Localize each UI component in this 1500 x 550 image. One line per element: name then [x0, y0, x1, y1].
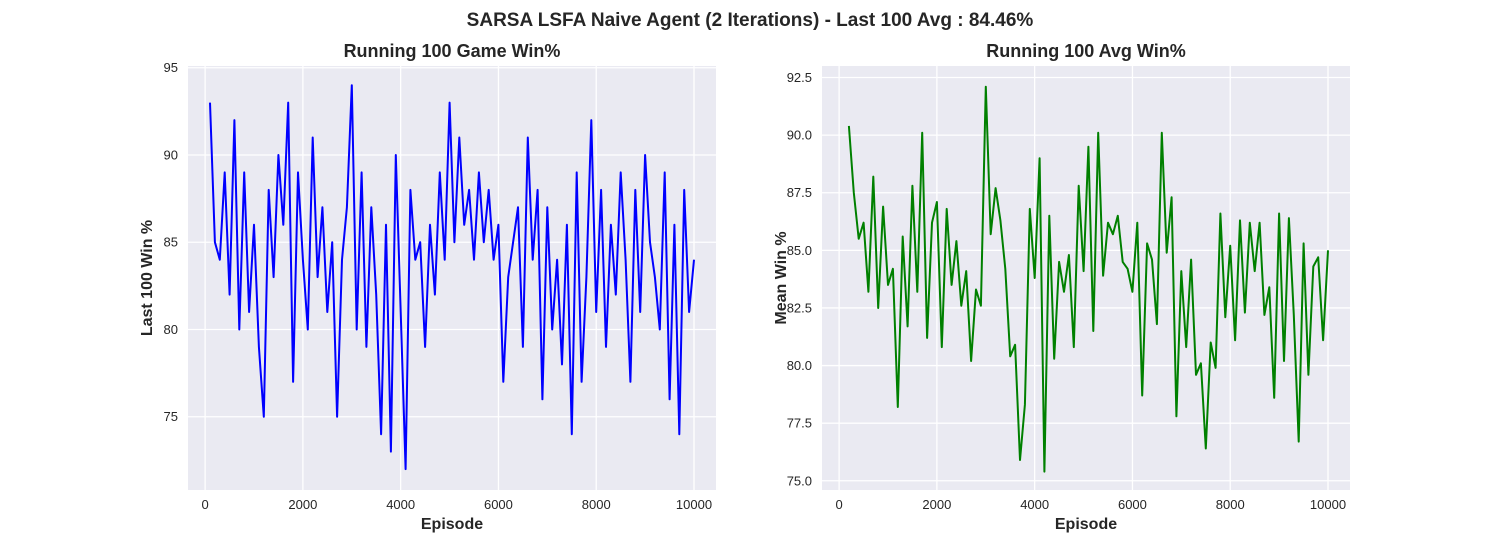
tick-labels: 75 80 85 90 95 0 2000 4000 6000 8000 10000: [164, 60, 713, 512]
y-tick-label: 75: [164, 409, 178, 424]
x-tick-label: 8000: [1216, 497, 1245, 512]
series-line: [847, 85, 1329, 473]
y-tick-label: 75.0: [787, 473, 812, 488]
y-tick-label: 92.5: [787, 70, 812, 85]
y-tick-label: 90.0: [787, 128, 812, 143]
x-tick-label: 8000: [582, 497, 611, 512]
y-tick-label: 80.0: [787, 358, 812, 373]
series-line: [209, 84, 695, 471]
y-tick-label: 77.5: [787, 416, 812, 431]
x-tick-label: 4000: [386, 497, 415, 512]
y-tick-label: 90: [164, 147, 178, 162]
y-axis-label: Mean Win %: [773, 231, 790, 324]
series-group: [209, 84, 695, 471]
y-tick-label: 85: [164, 235, 178, 250]
y-tick-label: 95: [164, 60, 178, 75]
chart-title: Running 100 Game Win%: [344, 41, 561, 61]
x-tick-label: 2000: [288, 497, 317, 512]
tick-labels: 75.0 77.5 80.0 82.5 85.0 87.5 90.0 92.5 0 2000 400…: [787, 70, 1346, 512]
x-axis-label: Episode: [421, 516, 483, 533]
chart-running-100-avg-win: 75.0 77.5 80.0 82.5 85.0 87.5 90.0 92.5 0 2000 400…: [773, 41, 1350, 533]
chart-title: Running 100 Avg Win%: [986, 41, 1186, 61]
x-tick-label: 0: [201, 497, 208, 512]
y-tick-label: 80: [164, 322, 178, 337]
figure-suptitle: SARSA LSFA Naive Agent (2 Iterations) - …: [467, 10, 1034, 31]
x-tick-label: 4000: [1020, 497, 1049, 512]
y-tick-label: 82.5: [787, 300, 812, 315]
grid-lines: [822, 66, 1350, 490]
y-tick-label: 85.0: [787, 243, 812, 258]
x-tick-label: 0: [835, 497, 842, 512]
x-tick-label: 6000: [1118, 497, 1147, 512]
x-tick-label: 2000: [922, 497, 951, 512]
y-axis-label: Last 100 Win %: [139, 220, 156, 336]
chart-running-100-game-win: 75 80 85 90 95 0 2000 4000 6000 8000 10000 Running…: [139, 41, 716, 533]
x-tick-label: 6000: [484, 497, 513, 512]
x-axis-label: Episode: [1055, 516, 1117, 533]
plot-area-background: [188, 66, 716, 490]
series-group: [847, 85, 1329, 473]
x-tick-label: 10000: [1310, 497, 1346, 512]
x-tick-label: 10000: [676, 497, 712, 512]
y-tick-label: 87.5: [787, 185, 812, 200]
